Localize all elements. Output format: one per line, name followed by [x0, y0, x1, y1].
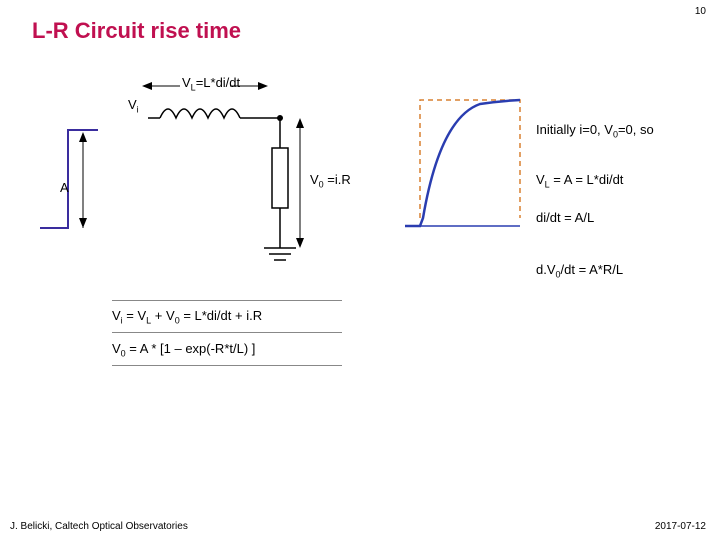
page-title: L-R Circuit rise time — [32, 18, 241, 44]
label-initially: Initially i=0, V0=0, so — [536, 122, 654, 140]
circuit-diagram: VL=L*di/dt Vi A V0 = — [0, 70, 720, 390]
label-vi: Vi — [128, 97, 139, 115]
step-input-icon — [28, 110, 108, 240]
label-dv0dt: d.V0/dt = A*R/L — [536, 262, 623, 280]
label-v0-ir: V0 =i.R — [310, 172, 351, 190]
footer-author: J. Belicki, Caltech Optical Observatorie… — [10, 521, 188, 532]
circuit-icon — [140, 108, 320, 308]
label-vl-eq: VL=L*di/dt — [182, 75, 240, 93]
page-number: 10 — [695, 6, 706, 17]
response-curve-icon — [400, 88, 530, 248]
label-a: A — [60, 180, 69, 195]
label-didt: di/dt = A/L — [536, 210, 594, 225]
equation-1: Vi = VL + V0 = L*di/dt + i.R — [112, 302, 342, 333]
equation-2: V0 = A * [1 – exp(-R*t/L) ] — [112, 335, 342, 366]
footer-date: 2017-07-12 — [655, 521, 706, 532]
label-vl-a: VL = A = L*di/dt — [536, 172, 623, 190]
